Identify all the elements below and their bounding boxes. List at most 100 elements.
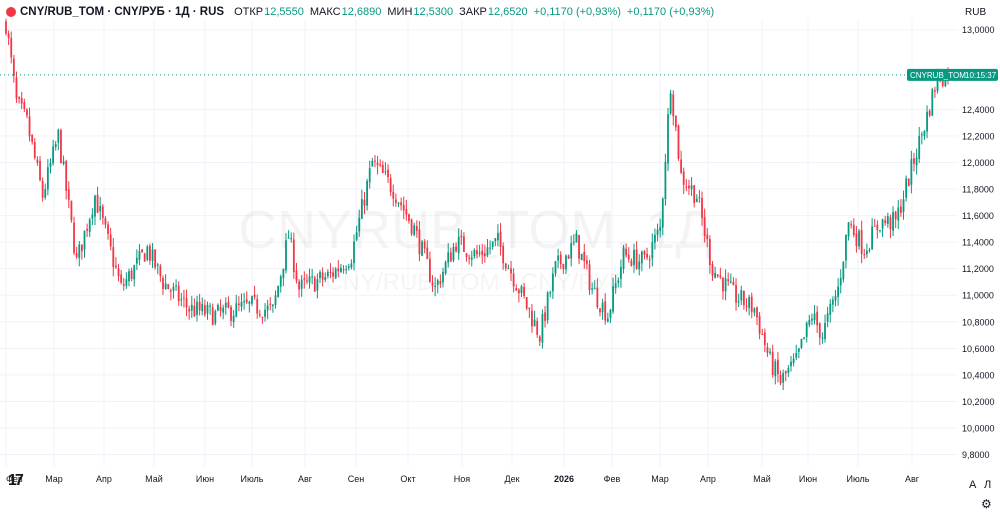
candle — [70, 200, 73, 223]
candle — [934, 86, 936, 98]
candle — [421, 239, 423, 257]
candle — [298, 279, 300, 298]
candle — [813, 305, 816, 325]
candle — [606, 312, 609, 323]
candle — [332, 267, 334, 283]
candle — [248, 300, 251, 313]
candle — [779, 370, 782, 386]
candle — [292, 232, 295, 279]
candle — [648, 255, 651, 269]
candle — [685, 178, 688, 192]
candle — [855, 226, 858, 253]
candle — [258, 309, 261, 318]
candle — [143, 252, 146, 262]
candle — [120, 269, 123, 285]
time-axis[interactable]: Фев Мар Апр Май Июн Июль Авг Сен Окт Ноя Дек 2026 Фе… — [6, 474, 920, 484]
candle — [162, 275, 164, 295]
price-axis[interactable]: 13,0000 12,4000 12,2000 12,0000 11,8000 11,60… — [962, 25, 995, 460]
candle — [787, 365, 790, 377]
candle — [837, 278, 839, 306]
gear-icon[interactable]: ⚙ — [981, 497, 992, 511]
watermark-sub: CNY/RUB_TOM · CNY/РУБ — [325, 269, 624, 296]
candle — [130, 267, 133, 282]
candle — [727, 272, 730, 286]
candle — [400, 197, 403, 211]
candle — [551, 267, 554, 299]
candle — [177, 281, 180, 306]
candle — [512, 268, 515, 293]
candle — [313, 275, 316, 292]
candle — [217, 303, 219, 312]
candle — [782, 369, 785, 390]
candle — [525, 297, 528, 311]
candle — [656, 223, 659, 242]
candle — [83, 230, 86, 258]
candle — [159, 263, 162, 282]
candle — [562, 263, 565, 274]
low-label: МИН — [387, 6, 413, 18]
candle — [722, 277, 724, 300]
x-tick-label: Авг — [905, 474, 920, 484]
candle — [860, 220, 863, 264]
candle — [135, 249, 138, 270]
candle — [366, 178, 368, 211]
candle — [261, 316, 264, 324]
log-scale-button[interactable]: Л — [984, 479, 992, 491]
candle — [622, 244, 625, 274]
candle — [620, 259, 622, 288]
candle — [91, 208, 94, 226]
candle — [374, 154, 376, 168]
candle — [300, 274, 303, 297]
candle — [800, 338, 803, 349]
y-tick-label: 12,0000 — [962, 158, 995, 168]
auto-scale-button[interactable]: A — [969, 479, 977, 491]
candle — [107, 221, 109, 240]
candle — [277, 285, 280, 298]
candle — [868, 247, 871, 253]
candle — [384, 162, 387, 176]
candle — [41, 177, 44, 202]
tradingview-logo-icon[interactable]: 17 — [8, 472, 24, 489]
candle — [724, 269, 727, 301]
currency-label[interactable]: RUB — [965, 7, 987, 18]
candle — [368, 160, 371, 189]
symbol-header: CNY/RUB_TOM · CNY/РУБ · 1Д · RUS ОТКР 12… — [6, 3, 720, 21]
candle — [638, 254, 641, 276]
tag-countdown: 10:15:37 — [965, 71, 997, 80]
candle — [125, 272, 128, 290]
candle — [452, 243, 455, 263]
candle — [651, 233, 654, 267]
candle — [227, 296, 230, 309]
candle — [253, 285, 256, 300]
candle — [881, 218, 884, 237]
y-tick-label: 9,8000 — [962, 450, 990, 460]
candle — [447, 243, 450, 268]
candle — [578, 234, 580, 265]
candle — [319, 270, 321, 284]
last-price-tag: CNYRUB_TOM 10:15:37 — [907, 68, 998, 81]
candle — [473, 248, 476, 259]
candle — [274, 290, 277, 309]
candle — [167, 284, 170, 290]
candle — [164, 274, 167, 290]
candle — [180, 292, 183, 307]
candle — [829, 299, 832, 323]
x-tick-label: Мар — [651, 474, 669, 484]
candle — [483, 244, 486, 263]
x-tick-label: Апр — [96, 474, 112, 484]
candle — [677, 124, 680, 161]
candle — [672, 90, 675, 126]
candle — [915, 148, 918, 175]
candle — [538, 335, 541, 347]
symbol-title[interactable]: CNY/RUB_TOM · CNY/РУБ · 1Д · RUS — [20, 6, 225, 18]
candle — [533, 310, 536, 327]
candle — [510, 261, 512, 281]
candle — [790, 356, 792, 372]
candle — [243, 292, 246, 310]
candle — [457, 228, 460, 260]
candle — [345, 265, 348, 274]
candle — [572, 234, 575, 246]
y-tick-label: 11,0000 — [962, 291, 994, 301]
candle — [481, 243, 484, 264]
